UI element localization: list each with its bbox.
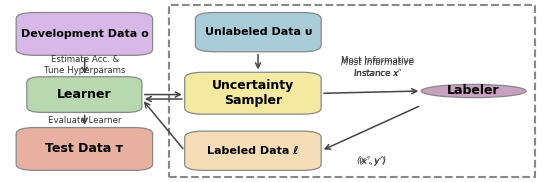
Text: Estimate Acc. &
Tune Hyperparams: Estimate Acc. & Tune Hyperparams: [44, 56, 126, 75]
Text: $(\mathit{x}^\prime, \mathit{y}^\prime)$: $(\mathit{x}^\prime, \mathit{y}^\prime)$: [358, 155, 386, 168]
Text: Labeler: Labeler: [447, 84, 500, 98]
Ellipse shape: [421, 84, 526, 98]
Text: Most Informative
Instance x’: Most Informative Instance x’: [341, 58, 414, 78]
Text: (x’, y’): (x’, y’): [358, 156, 387, 165]
Text: Labeled Data ℓ: Labeled Data ℓ: [207, 146, 299, 156]
Text: Learner: Learner: [57, 88, 112, 101]
FancyBboxPatch shape: [195, 13, 321, 52]
Text: Test Data ᴛ: Test Data ᴛ: [45, 143, 123, 155]
FancyBboxPatch shape: [16, 128, 153, 170]
Text: Most Informative
Instance $\mathit{x}^\prime$: Most Informative Instance $\mathit{x}^\p…: [341, 56, 414, 78]
Text: Development Data ᴏ: Development Data ᴏ: [21, 29, 149, 39]
Text: Uncertainty
Sampler: Uncertainty Sampler: [212, 79, 294, 107]
Text: Unlabeled Data ᴜ: Unlabeled Data ᴜ: [205, 27, 312, 37]
FancyBboxPatch shape: [185, 72, 321, 114]
FancyBboxPatch shape: [185, 131, 321, 170]
Text: Evaluate Learner: Evaluate Learner: [48, 116, 121, 125]
FancyBboxPatch shape: [27, 77, 142, 112]
FancyBboxPatch shape: [16, 13, 153, 55]
